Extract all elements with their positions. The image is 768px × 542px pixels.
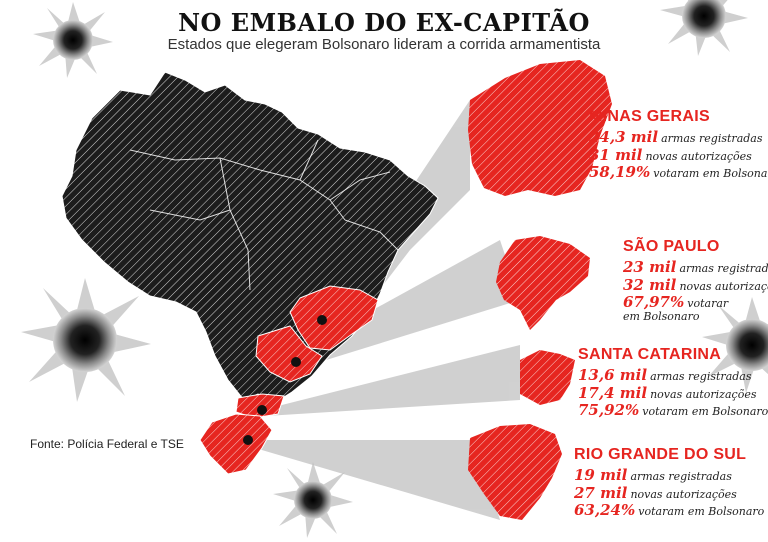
state-name: SANTA CATARINA (578, 346, 722, 363)
state-card-sao-paulo: SÃO PAULO 23 mil armas registradas 32 mi… (623, 238, 768, 324)
stat-label: votarar (687, 296, 729, 310)
state-borders (129, 139, 399, 291)
bullet-hole-icon (273, 462, 353, 538)
stat-label: novas autorizações (645, 149, 752, 163)
map-state-sao-paulo (255, 325, 323, 383)
stat-value: 63,24% (574, 500, 636, 519)
stat-value: 17,4 mil (578, 383, 648, 402)
stat-value: 31 mil (589, 145, 643, 164)
stat-label: novas autorizações (630, 487, 737, 501)
stat-value: 32 mil (623, 275, 677, 294)
stat-label-continuation: em Bolsonaro (623, 310, 700, 324)
map-state-minas-gerais (289, 285, 379, 351)
stat-value: 19 mil (574, 466, 628, 485)
detail-shape-rio-grande-do-sul (468, 424, 562, 520)
stat-label: novas autorizações (650, 387, 757, 401)
stat-value: 13,6 mil (578, 366, 648, 385)
page-subtitle: Estados que elegeram Bolsonaro lideram a… (167, 36, 601, 53)
detail-shape-minas-gerais (468, 60, 612, 196)
bullet-hole-icon (660, 0, 748, 56)
state-card-santa-catarina: SANTA CATARINA 13,6 mil armas registrada… (578, 346, 768, 419)
stat-label: armas registradas (661, 132, 763, 146)
source-note: Fonte: Polícia Federal e TSE (30, 437, 184, 451)
stat-value: 24,3 mil (589, 128, 659, 147)
stat-label: novas autorizações (679, 279, 768, 293)
stat-label: votaram em Bolsonaro (642, 404, 768, 418)
state-card-minas-gerais: MINAS GERAIS 24,3 mil armas registradas … (589, 108, 768, 181)
stat-label: votaram em Bolsonaro (653, 166, 768, 180)
bullet-hole-icon (702, 297, 768, 393)
page-title: NO EMBALO DO EX-CAPITÃO (178, 8, 590, 37)
stat-value: 27 mil (574, 483, 628, 502)
bullet-hole-icon (33, 2, 113, 78)
state-name: SÃO PAULO (623, 238, 720, 255)
stat-value: 23 mil (623, 258, 677, 277)
state-card-rio-grande-do-sul: RIO GRANDE DO SUL 19 mil armas registrad… (574, 446, 764, 519)
stat-label: votaram em Bolsonaro (638, 504, 765, 518)
state-name: MINAS GERAIS (589, 108, 710, 125)
detail-shape-sao-paulo (496, 236, 590, 330)
stat-value: 58,19% (589, 162, 651, 181)
stat-label: armas registradas (679, 262, 768, 276)
stat-value: 67,97% (623, 292, 685, 311)
state-bullet-marks (243, 315, 327, 445)
brazil-map (61, 71, 439, 403)
map-state-rio-grande-do-sul (199, 413, 273, 475)
detail-shape-santa-catarina (520, 350, 575, 405)
stat-label: armas registradas (630, 470, 732, 484)
stat-value: 75,92% (578, 400, 640, 419)
state-name: RIO GRANDE DO SUL (574, 446, 747, 463)
stat-label: armas registradas (650, 370, 752, 384)
bullet-hole-icon (21, 278, 151, 402)
